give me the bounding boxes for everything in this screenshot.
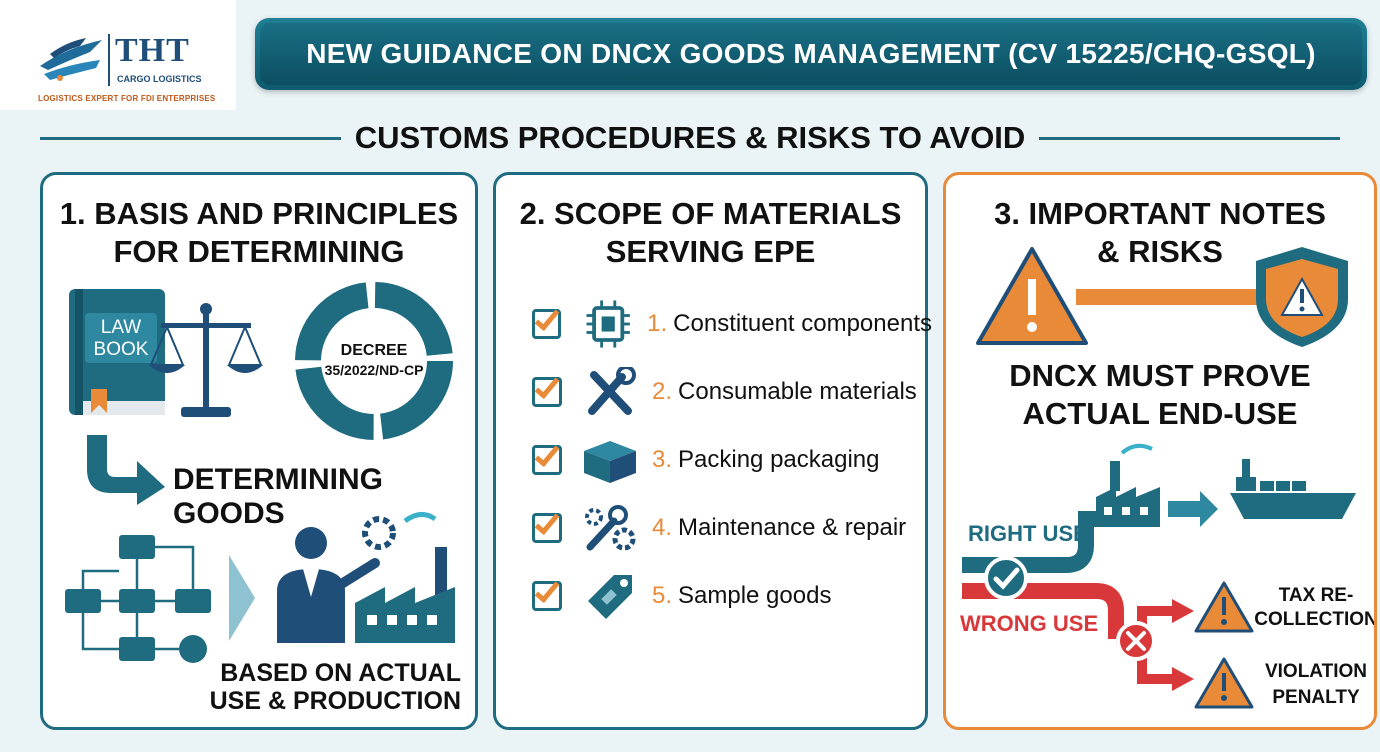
manager-factory-icon [277,512,455,643]
chip-icon [586,300,630,348]
checkbox-icon [532,576,562,611]
checkbox-icon [532,372,562,407]
wrench-gear-icon [585,505,636,551]
prove-label-line2: ACTUAL END-USE [1022,396,1298,431]
panel-notes-risks: 3. IMPORTANT NOTES & RISKS DNCX MUST PRO… [943,172,1377,730]
box-icon [584,441,636,483]
logo-name: THT [115,32,190,69]
risk-tax-label-1: TAX RE- [1279,585,1354,606]
based-on-use-label: BASED ON ACTUAL USE & PRODUCTION [43,659,461,715]
law-book-label-2: BOOK [94,339,149,360]
logo-divider [108,34,110,86]
scope-item-label: Packing packaging [678,446,880,473]
curved-arrow-icon [87,435,165,505]
panel-basis-principles: 1. BASIS AND PRINCIPLES FOR DETERMINING … [40,172,478,730]
scope-item-number: 2. [652,378,673,405]
scope-item-label: Maintenance & repair [678,514,907,541]
determining-goods-label: DETERMINING GOODS [173,463,383,530]
flow-arrow-icon [229,555,255,641]
panel3-title-line2: & RISKS [1097,234,1223,269]
logo-tagline: LOGISTICS EXPERT FOR FDI ENTERPRISES [38,94,216,103]
panel2-title-line2: SERVING EPE [605,234,816,269]
risk-penalty-label-1: VIOLATION [1265,661,1367,682]
subheading-text: CUSTOMS PROCEDURES & RISKS TO AVOID [354,120,1026,155]
scope-item: 1. Constituent components [532,299,932,349]
scope-item: 2. Consumable materials [532,367,932,417]
panel2-title: 2. SCOPE OF MATERIALS SERVING EPE [496,195,925,271]
flowchart-icon [65,535,211,663]
panel1-title-line1: 1. BASIS AND PRINCIPLES [59,196,459,231]
scope-item-label: Consumable materials [678,378,917,405]
law-book-label-1: LAW [101,317,142,338]
scope-item-number: 3. [652,446,673,473]
scope-item-number: 4. [652,514,673,541]
ship-plane-logo-icon [40,38,102,81]
scope-item: 4. Maintenance & repair [532,503,932,553]
based-label-line1: BASED ON ACTUAL [220,659,461,687]
section-subheading: CUSTOMS PROCEDURES & RISKS TO AVOID [40,118,1341,158]
scope-item: 3. Packing packaging [532,435,932,485]
banner-title: NEW GUIDANCE ON DNCX GOODS MANAGEMENT (C… [260,23,1362,85]
use-outcome-diagram: RIGHT USE WRONG USE TAX RE- COLLECTION V… [960,443,1374,709]
panel2-title-line1: 2. SCOPE OF MATERIALS [519,196,902,231]
based-label-line2: USE & PRODUCTION [209,687,461,715]
checkbox-icon [532,440,562,475]
checkbox-icon [532,508,562,543]
panel1-title: 1. BASIS AND PRINCIPLES FOR DETERMINING [43,195,475,271]
prove-end-use-label: DNCX MUST PROVE ACTUAL END-USE [946,357,1374,433]
warning-shield-graphic [976,247,1348,347]
subheading-left-rule [40,136,341,140]
scope-item: 5. Sample goods [532,571,932,621]
panel3-title: 3. IMPORTANT NOTES & RISKS [946,195,1374,271]
tools-icon [588,367,636,415]
right-use-label: RIGHT USE [968,521,1088,546]
risk-tax-label-2: COLLECTION [1254,609,1374,630]
decree-ring: DECREE 35/2022/ND-CP [295,282,453,440]
panel1-title-line2: FOR DETERMINING [113,234,405,269]
scope-item-number: 5. [652,582,673,609]
scope-item-number: 1. [647,310,668,337]
scope-item-label: Sample goods [678,582,832,609]
decree-label-2: 35/2022/ND-CP [325,362,424,378]
company-logo: THT CARGO LOGISTICS LOGISTICS EXPERT FOR… [0,0,236,110]
risk-penalty-label-2: PENALTY [1272,687,1360,708]
logo-subtitle: CARGO LOGISTICS [117,74,202,84]
checkbox-icon [532,304,561,339]
title-banner: NEW GUIDANCE ON DNCX GOODS MANAGEMENT (C… [255,18,1367,90]
panel3-title-line1: 3. IMPORTANT NOTES [994,196,1326,231]
tag-icon [588,575,632,619]
scope-item-label: Constituent components [673,310,932,337]
law-book-scales-icon: LAW BOOK [69,289,263,417]
wrong-use-label: WRONG USE [960,611,1098,636]
decree-label-1: DECREE [341,342,408,359]
subheading-right-rule [1039,136,1341,140]
prove-label-line1: DNCX MUST PROVE [1009,358,1311,393]
panel-scope-materials: 2. SCOPE OF MATERIALS SERVING EPE 1. Con… [493,172,932,730]
